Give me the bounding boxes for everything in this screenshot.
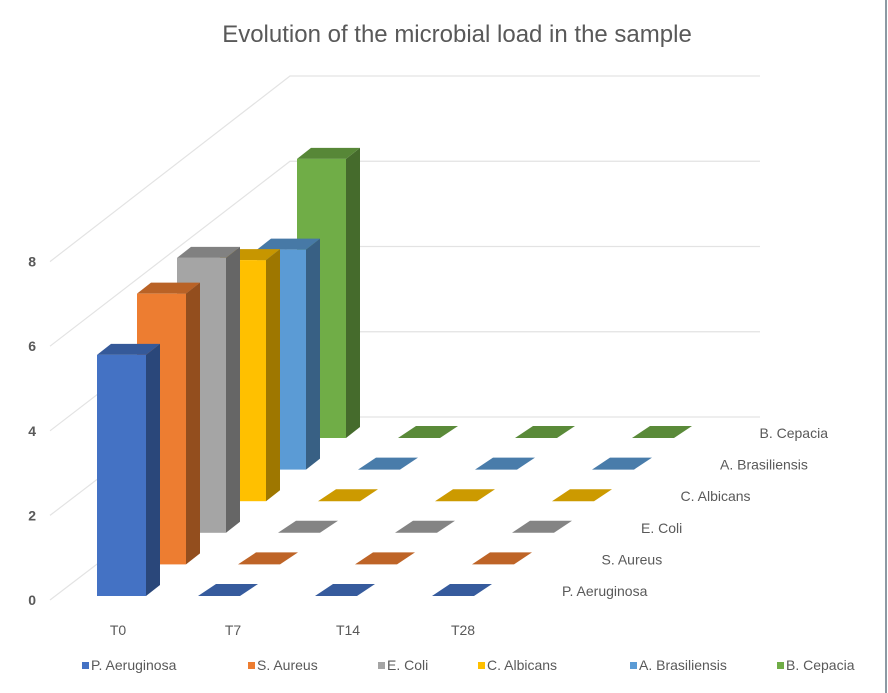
- bar-zero-tile: [472, 552, 532, 565]
- bar-top-face: [257, 238, 320, 250]
- series-axis-label: C. Albicans: [681, 488, 751, 504]
- bar: [278, 520, 338, 533]
- legend-label: C. Albicans: [487, 657, 557, 673]
- chart-title: Evolution of the microbial load in the s…: [222, 21, 692, 48]
- bar: [592, 457, 652, 470]
- x-axis-labels: T0 T7 T14 T28: [110, 622, 475, 638]
- series-axis-label: S. Aureus: [602, 551, 663, 567]
- legend-swatch: [82, 662, 89, 669]
- x-tick-label: T28: [451, 622, 475, 638]
- bar-side-face: [146, 343, 160, 596]
- legend-label: B. Cepacia: [786, 657, 855, 673]
- series-axis-labels: P. Aeruginosa S. Aureus E. Coli C. Albicans…: [562, 425, 828, 599]
- bar-zero-tile: [318, 489, 378, 502]
- series-axis-label: A. Brasiliensis: [720, 457, 808, 473]
- bar-zero-tile: [355, 552, 415, 565]
- legend: P. Aeruginosa S. Aureus E. Coli C. Albicans…: [82, 657, 855, 673]
- y-tick-label: 4: [28, 423, 36, 439]
- bar-zero-tile: [398, 426, 458, 438]
- bar: [512, 520, 572, 533]
- y-tick-label: 0: [28, 592, 36, 608]
- bar-zero-tile: [515, 426, 575, 438]
- bar-zero-tile: [278, 520, 338, 533]
- series-axis-label: B. Cepacia: [760, 425, 829, 441]
- legend-item: B. Cepacia: [777, 657, 855, 673]
- bar-front-face: [97, 354, 146, 596]
- legend-item: E. Coli: [378, 657, 428, 673]
- legend-label: A. Brasiliensis: [639, 657, 727, 673]
- bar: [315, 584, 375, 596]
- bar-zero-tile: [512, 520, 572, 533]
- legend-swatch: [378, 662, 385, 669]
- x-tick-label: T0: [110, 622, 127, 638]
- legend-label: P. Aeruginosa: [91, 657, 177, 673]
- legend-label: S. Aureus: [257, 657, 318, 673]
- y-axis-ticks: 0 2 4 6 8: [28, 254, 36, 608]
- bar-zero-tile: [358, 457, 418, 470]
- legend-item: C. Albicans: [478, 657, 557, 673]
- bars: [97, 147, 692, 596]
- bar: [97, 343, 160, 596]
- bar-top-face: [177, 246, 240, 258]
- bar: [435, 489, 495, 502]
- legend-item: P. Aeruginosa: [82, 657, 177, 673]
- bar-top-face: [137, 282, 200, 294]
- series-axis-label: E. Coli: [641, 520, 682, 536]
- bar: [395, 520, 455, 533]
- gridline: [49, 75, 760, 263]
- bar: [355, 552, 415, 565]
- bar: [552, 489, 612, 502]
- bar-top-face: [97, 343, 160, 355]
- bar-side-face: [346, 147, 360, 438]
- bar-top-face: [297, 147, 360, 159]
- legend-swatch: [478, 662, 485, 669]
- bar: [358, 457, 418, 470]
- bar: [318, 489, 378, 502]
- gridline: [49, 160, 760, 347]
- bar-side-face: [306, 238, 320, 470]
- bar-zero-tile: [435, 489, 495, 502]
- bar-side-face: [186, 282, 200, 565]
- bar-zero-tile: [432, 584, 492, 596]
- bar-zero-tile: [552, 489, 612, 502]
- bar-zero-tile: [592, 457, 652, 470]
- bar: [198, 584, 258, 596]
- legend-label: E. Coli: [387, 657, 428, 673]
- y-tick-label: 8: [28, 254, 36, 270]
- bar-zero-tile: [238, 552, 298, 565]
- bar: [432, 584, 492, 596]
- bar: [632, 426, 692, 438]
- legend-item: S. Aureus: [248, 657, 318, 673]
- bar: [238, 552, 298, 565]
- bar: [398, 426, 458, 438]
- bar-zero-tile: [395, 520, 455, 533]
- legend-item: A. Brasiliensis: [630, 657, 727, 673]
- bar-zero-tile: [475, 457, 535, 470]
- bar-zero-tile: [632, 426, 692, 438]
- bar: [475, 457, 535, 470]
- x-tick-label: T7: [225, 622, 242, 638]
- bar-side-face: [266, 249, 280, 502]
- x-tick-label: T14: [336, 622, 360, 638]
- legend-swatch: [248, 662, 255, 669]
- series-axis-label: P. Aeruginosa: [562, 583, 648, 599]
- bar-zero-tile: [315, 584, 375, 596]
- y-tick-label: 6: [28, 338, 36, 354]
- y-tick-label: 2: [28, 507, 36, 523]
- bar-zero-tile: [198, 584, 258, 596]
- chart-border: [885, 0, 887, 693]
- legend-swatch: [630, 662, 637, 669]
- bar: [515, 426, 575, 438]
- bar-side-face: [226, 246, 240, 533]
- legend-swatch: [777, 662, 784, 669]
- bar: [472, 552, 532, 565]
